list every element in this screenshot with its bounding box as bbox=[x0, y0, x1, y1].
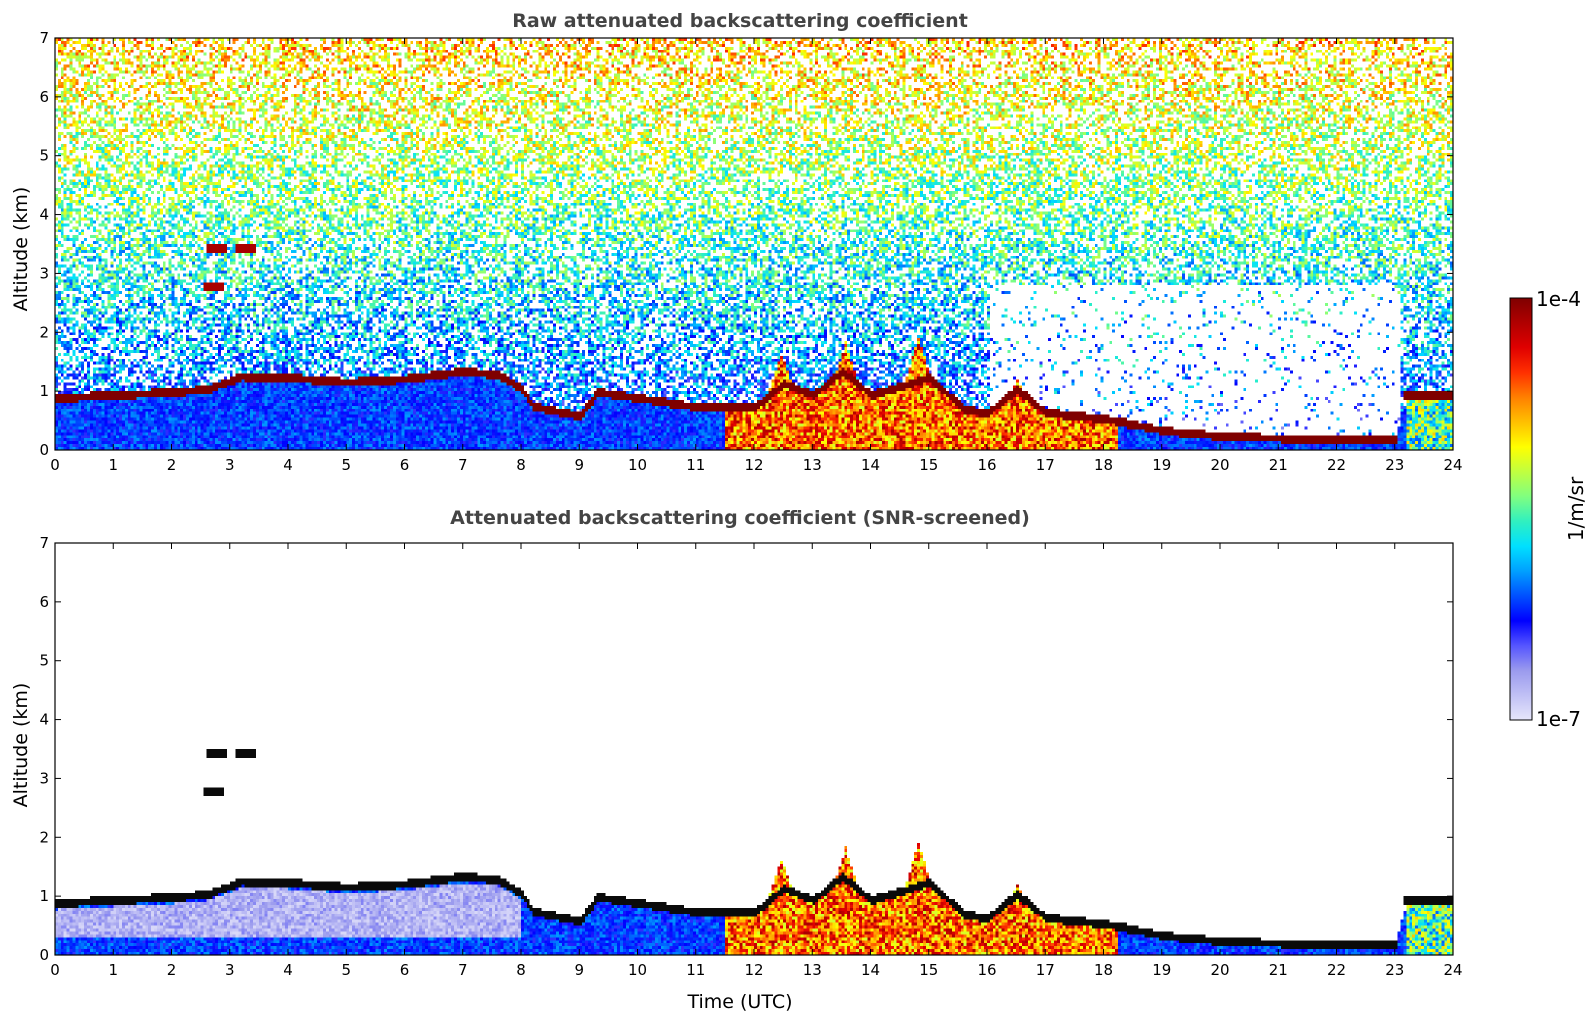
x-tick-label: 11 bbox=[686, 456, 705, 474]
x-ticks-raw: 0 1 2 3 4 5 6 7 8 9 10 11 12 13 14 15 16 17 18 19 20 21 22 23 24 bbox=[50, 38, 1463, 474]
x-tick-label: 22 bbox=[1327, 961, 1346, 979]
x-tick-label: 17 bbox=[1036, 961, 1055, 979]
plot-area-screened bbox=[54, 542, 1454, 956]
x-tick-label: 2 bbox=[167, 961, 177, 979]
y-tick-label: 7 bbox=[39, 29, 49, 47]
x-tick-label: 5 bbox=[341, 456, 351, 474]
x-tick-label: 20 bbox=[1210, 456, 1229, 474]
x-tick-label: 4 bbox=[283, 961, 293, 979]
y-tick-label: 1 bbox=[39, 382, 49, 400]
y-axis-label-screened: Altitude (km) bbox=[10, 683, 32, 808]
y-tick-label: 3 bbox=[39, 769, 49, 787]
x-tick-label: 13 bbox=[803, 456, 822, 474]
x-tick-label: 18 bbox=[1094, 456, 1113, 474]
x-tick-label: 14 bbox=[861, 456, 880, 474]
x-tick-label: 15 bbox=[919, 456, 938, 474]
x-tick-label: 23 bbox=[1385, 961, 1404, 979]
x-tick-label: 17 bbox=[1036, 456, 1055, 474]
x-tick-label: 6 bbox=[400, 456, 410, 474]
x-tick-label: 19 bbox=[1152, 456, 1171, 474]
x-tick-label: 0 bbox=[50, 456, 60, 474]
x-tick-label: 20 bbox=[1210, 961, 1229, 979]
x-tick-label: 21 bbox=[1269, 961, 1288, 979]
colorbar-max-label: 1e-4 bbox=[1536, 287, 1581, 311]
x-tick-label: 8 bbox=[516, 961, 526, 979]
y-ticks-raw: 0 1 2 3 4 5 6 7 bbox=[39, 29, 1453, 459]
x-tick-label: 3 bbox=[225, 961, 235, 979]
chart-title-screened: Attenuated backscattering coefficient (S… bbox=[450, 507, 1030, 529]
colorbar-min-label: 1e-7 bbox=[1536, 707, 1581, 731]
x-tick-label: 16 bbox=[977, 456, 996, 474]
chart-title-raw: Raw attenuated backscattering coefficien… bbox=[512, 10, 968, 32]
y-tick-label: 3 bbox=[39, 264, 49, 282]
panel-raw: Raw attenuated backscattering coefficien… bbox=[10, 10, 1463, 474]
y-tick-label: 6 bbox=[39, 593, 49, 611]
x-tick-label: 7 bbox=[458, 456, 468, 474]
heatmap-screened bbox=[55, 543, 1453, 955]
y-tick-label: 0 bbox=[39, 946, 49, 964]
x-tick-label: 15 bbox=[919, 961, 938, 979]
y-tick-label: 7 bbox=[39, 534, 49, 552]
x-tick-label: 10 bbox=[628, 456, 647, 474]
x-tick-label: 13 bbox=[803, 961, 822, 979]
x-tick-label: 12 bbox=[744, 961, 763, 979]
x-tick-label: 7 bbox=[458, 961, 468, 979]
x-tick-label: 6 bbox=[400, 961, 410, 979]
y-tick-label: 1 bbox=[39, 887, 49, 905]
x-tick-label: 16 bbox=[977, 961, 996, 979]
heatmap-raw bbox=[55, 38, 1453, 450]
x-tick-label: 18 bbox=[1094, 961, 1113, 979]
panel-screened: Attenuated backscattering coefficient (S… bbox=[10, 507, 1463, 1013]
colorbar: 1e-4 1e-7 1/m/sr bbox=[1509, 287, 1588, 731]
x-tick-label: 24 bbox=[1443, 961, 1462, 979]
x-tick-label: 10 bbox=[628, 961, 647, 979]
x-tick-label: 9 bbox=[574, 961, 584, 979]
x-tick-label: 4 bbox=[283, 456, 293, 474]
y-tick-label: 5 bbox=[39, 652, 49, 670]
x-tick-label: 11 bbox=[686, 961, 705, 979]
x-axis-label: Time (UTC) bbox=[686, 991, 792, 1013]
y-tick-label: 2 bbox=[39, 828, 49, 846]
x-tick-label: 2 bbox=[167, 456, 177, 474]
y-ticks-screened: 0 1 2 3 4 5 6 7 bbox=[39, 534, 1453, 964]
x-tick-label: 1 bbox=[108, 961, 118, 979]
plot-area-raw bbox=[54, 37, 1454, 451]
x-tick-label: 22 bbox=[1327, 456, 1346, 474]
x-tick-label: 23 bbox=[1385, 456, 1404, 474]
x-tick-label: 24 bbox=[1443, 456, 1462, 474]
x-tick-label: 12 bbox=[744, 456, 763, 474]
colorbar-gradient bbox=[1509, 297, 1533, 721]
x-tick-label: 1 bbox=[108, 456, 118, 474]
x-tick-label: 14 bbox=[861, 961, 880, 979]
x-tick-label: 3 bbox=[225, 456, 235, 474]
x-tick-label: 21 bbox=[1269, 456, 1288, 474]
y-tick-label: 2 bbox=[39, 323, 49, 341]
y-tick-label: 4 bbox=[39, 206, 49, 224]
colorbar-unit-label: 1/m/sr bbox=[1564, 476, 1588, 541]
x-ticks-screened: 0 1 2 3 4 5 6 7 8 9 10 11 12 13 14 15 16 17 18 19 20 21 22 23 24 bbox=[50, 543, 1463, 979]
y-tick-label: 4 bbox=[39, 711, 49, 729]
x-tick-label: 0 bbox=[50, 961, 60, 979]
y-tick-label: 0 bbox=[39, 441, 49, 459]
x-tick-label: 8 bbox=[516, 456, 526, 474]
y-axis-label-raw: Altitude (km) bbox=[10, 187, 32, 312]
x-tick-label: 9 bbox=[574, 456, 584, 474]
y-tick-label: 5 bbox=[39, 147, 49, 165]
x-tick-label: 19 bbox=[1152, 961, 1171, 979]
x-tick-label: 5 bbox=[341, 961, 351, 979]
y-tick-label: 6 bbox=[39, 88, 49, 106]
